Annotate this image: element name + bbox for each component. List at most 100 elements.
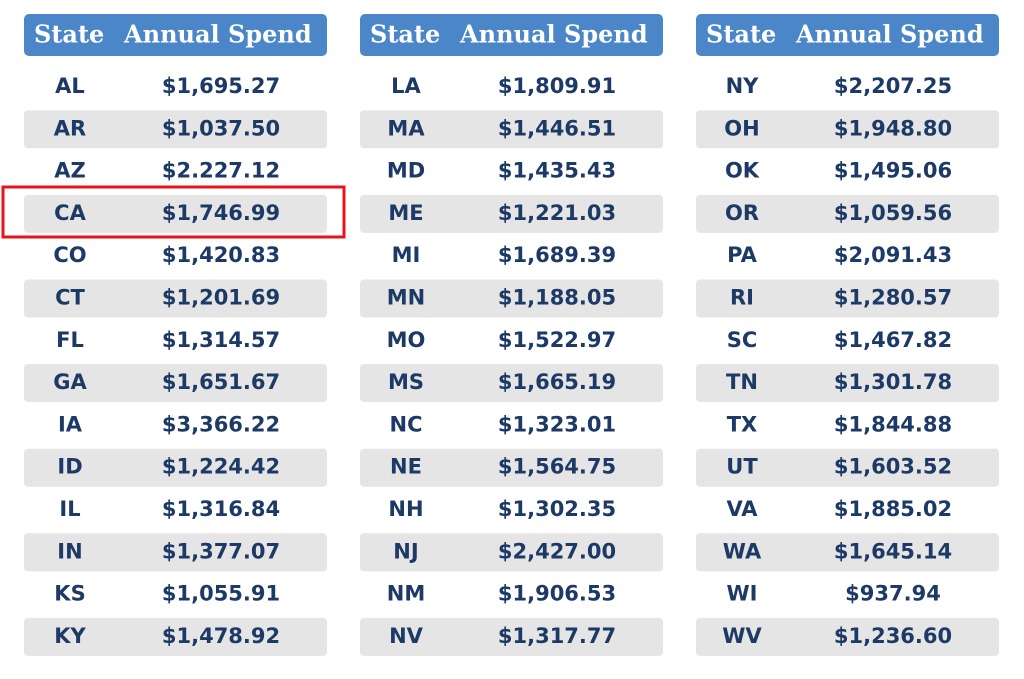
- highlight-box: [1, 185, 346, 239]
- spend-cell: $1,564.75: [498, 455, 616, 479]
- state-cell: NC: [390, 412, 423, 436]
- spend-cell: $1,446.51: [498, 116, 616, 140]
- spend-cell: $1,885.02: [834, 497, 952, 521]
- state-cell: ME: [388, 201, 423, 225]
- header-cell: Annual Spend: [123, 20, 312, 49]
- header-cell: State: [706, 20, 776, 49]
- header-bar: [360, 14, 663, 56]
- state-cell: MN: [387, 286, 425, 310]
- spend-cell: $1,948.80: [834, 116, 952, 140]
- state-cell: IL: [59, 497, 80, 521]
- row-stripe: [696, 110, 999, 149]
- row-stripe: [360, 533, 663, 572]
- spend-cell: $2,427.00: [498, 539, 616, 563]
- spend-cell: $1,316.84: [162, 497, 280, 521]
- spend-cell: $1,059.56: [834, 201, 952, 225]
- state-cell: MD: [387, 159, 425, 183]
- header-cell: Annual Spend: [459, 20, 648, 49]
- row-stripe: [696, 279, 999, 318]
- state-cell: MA: [387, 116, 425, 140]
- state-cell: LA: [391, 74, 421, 98]
- spend-cell: $1,201.69: [162, 286, 280, 310]
- spend-cell: $1,314.57: [162, 328, 280, 352]
- state-cell: GA: [53, 370, 87, 394]
- spend-cell: $1,221.03: [498, 201, 616, 225]
- spend-cell: $1,651.67: [162, 370, 280, 394]
- state-cell: CO: [53, 243, 86, 267]
- row-stripe: [24, 279, 327, 318]
- row-stripe: [360, 364, 663, 403]
- state-cell: NY: [726, 74, 760, 98]
- state-cell: NH: [388, 497, 423, 521]
- spend-cell: $2.227.12: [162, 159, 280, 183]
- spend-cell: $3,366.22: [162, 412, 280, 436]
- spend-cell: $1,377.07: [162, 539, 280, 563]
- state-cell: NV: [389, 624, 424, 648]
- spend-cell: $1,302.35: [498, 497, 616, 521]
- spend-cell: $1,689.39: [498, 243, 616, 267]
- state-cell: MI: [392, 243, 421, 267]
- state-cell: MS: [388, 370, 424, 394]
- state-cell: SC: [727, 328, 758, 352]
- spend-cell: $1,522.97: [498, 328, 616, 352]
- state-cell: TN: [726, 370, 758, 394]
- spend-cell: $1,695.27: [162, 74, 280, 98]
- row-stripe: [696, 194, 999, 233]
- spend-cell: $2,091.43: [834, 243, 952, 267]
- header-cell: State: [370, 20, 440, 49]
- row-stripe: [24, 194, 327, 233]
- state-cell: AR: [54, 116, 86, 140]
- spend-cell: $2,207.25: [834, 74, 952, 98]
- state-cell: NJ: [393, 539, 418, 563]
- state-cell: UT: [726, 455, 758, 479]
- header-bar: [696, 14, 999, 56]
- row-stripe: [24, 110, 327, 149]
- spend-cell: $1,236.60: [834, 624, 952, 648]
- row-stripe: [360, 194, 663, 233]
- state-cell: AZ: [54, 159, 85, 183]
- spend-cell: $1,317.77: [498, 624, 616, 648]
- spend-cell: $1,188.05: [498, 286, 616, 310]
- state-cell: VA: [726, 497, 758, 521]
- row-stripe: [24, 617, 327, 656]
- row-stripe: [360, 110, 663, 149]
- spend-cell: $1,301.78: [834, 370, 952, 394]
- spend-cell: $1,037.50: [162, 116, 280, 140]
- state-cell: FL: [56, 328, 84, 352]
- state-cell: OH: [724, 116, 759, 140]
- header-cell: State: [34, 20, 104, 49]
- state-cell: OK: [725, 159, 760, 183]
- spend-cell: $1,478.92: [162, 624, 280, 648]
- state-cell: IA: [58, 412, 83, 436]
- state-cell: IN: [57, 539, 82, 563]
- state-cell: WI: [727, 582, 758, 606]
- state-cell: TX: [727, 412, 758, 436]
- spend-cell: $1,280.57: [834, 286, 952, 310]
- spend-cell: $1,844.88: [834, 412, 952, 436]
- row-stripe: [696, 448, 999, 487]
- row-stripe: [696, 364, 999, 403]
- spend-cell: $1,809.91: [498, 74, 616, 98]
- spend-cell: $1,906.53: [498, 582, 616, 606]
- state-cell: OR: [725, 201, 759, 225]
- spend-cell: $1,420.83: [162, 243, 280, 267]
- spend-cell: $1,467.82: [834, 328, 952, 352]
- spend-cell: $1,665.19: [498, 370, 616, 394]
- row-stripe: [24, 364, 327, 403]
- spend-cell: $1,746.99: [162, 201, 280, 225]
- header-cell: Annual Spend: [795, 20, 984, 49]
- state-cell: CA: [54, 201, 86, 225]
- spend-cell: $1,435.43: [498, 159, 616, 183]
- state-cell: RI: [730, 286, 754, 310]
- row-stripe: [24, 533, 327, 572]
- state-cell: ID: [57, 455, 82, 479]
- state-cell: WV: [722, 624, 762, 648]
- spend-cell: $937.94: [845, 582, 941, 606]
- spend-cell: $1,495.06: [834, 159, 952, 183]
- state-cell: NM: [387, 582, 425, 606]
- spend-cell: $1,055.91: [162, 582, 280, 606]
- row-stripe: [696, 617, 999, 656]
- row-stripe: [360, 617, 663, 656]
- row-stripe: [360, 279, 663, 318]
- spend-cell: $1,603.52: [834, 455, 952, 479]
